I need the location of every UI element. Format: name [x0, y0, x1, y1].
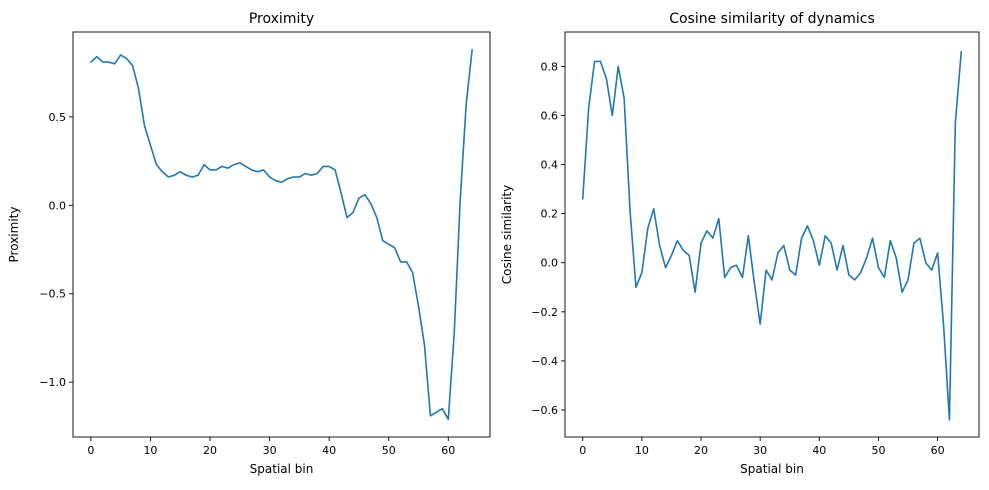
- x-tick-label: 40: [812, 444, 826, 457]
- y-tick-label: 0.2: [541, 208, 559, 221]
- chart-title: Proximity: [249, 11, 314, 27]
- x-tick-label: 20: [694, 444, 708, 457]
- y-tick-label: −0.5: [39, 288, 66, 301]
- y-tick-label: 0.4: [541, 159, 559, 172]
- y-axis-label: Cosine similarity: [500, 185, 514, 284]
- x-tick-label: 60: [441, 444, 455, 457]
- x-axis-label: Spatial bin: [250, 462, 314, 476]
- y-tick-label: −1.0: [39, 376, 66, 389]
- axes-frame: [72, 31, 491, 438]
- y-axis-label: Proximity: [7, 207, 21, 263]
- x-tick-label: 60: [931, 444, 945, 457]
- y-tick-label: −0.4: [531, 355, 558, 368]
- cosine-similarity-panel: 0 10 20 30 40 50 60 −0.6 −0.4 −0.2 0.0 0.2 0.4 0.6 0.8…: [500, 11, 980, 476]
- x-tick-label: 10: [143, 444, 157, 457]
- axes-frame: [564, 31, 980, 438]
- y-tick-label: 0.8: [541, 60, 559, 73]
- x-tick-label: 30: [753, 444, 767, 457]
- x-tick-label: 0: [87, 444, 94, 457]
- x-tick-label: 50: [382, 444, 396, 457]
- x-tick-label: 20: [203, 444, 217, 457]
- x-tick-label: 0: [579, 444, 586, 457]
- y-tick-label: 0.0: [49, 199, 67, 212]
- series-line: [581, 50, 963, 421]
- x-tick-label: 50: [871, 444, 885, 457]
- chart-title: Cosine similarity of dynamics: [669, 11, 875, 27]
- x-tick-label: 40: [322, 444, 336, 457]
- y-tick-label: 0.5: [49, 111, 67, 124]
- y-tick-label: −0.6: [531, 404, 558, 417]
- y-tick-label: −0.2: [531, 306, 558, 319]
- x-tick-label: 10: [635, 444, 649, 457]
- y-tick-label: 0.6: [541, 109, 559, 122]
- proximity-panel: 0 10 20 30 40 50 60 −1.0 −0.5 0.0 0.5 Proximity Spat…: [7, 11, 491, 476]
- series-line: [90, 48, 473, 421]
- x-axis-label: Spatial bin: [740, 462, 804, 476]
- y-tick-label: 0.0: [541, 257, 559, 270]
- x-tick-label: 30: [263, 444, 277, 457]
